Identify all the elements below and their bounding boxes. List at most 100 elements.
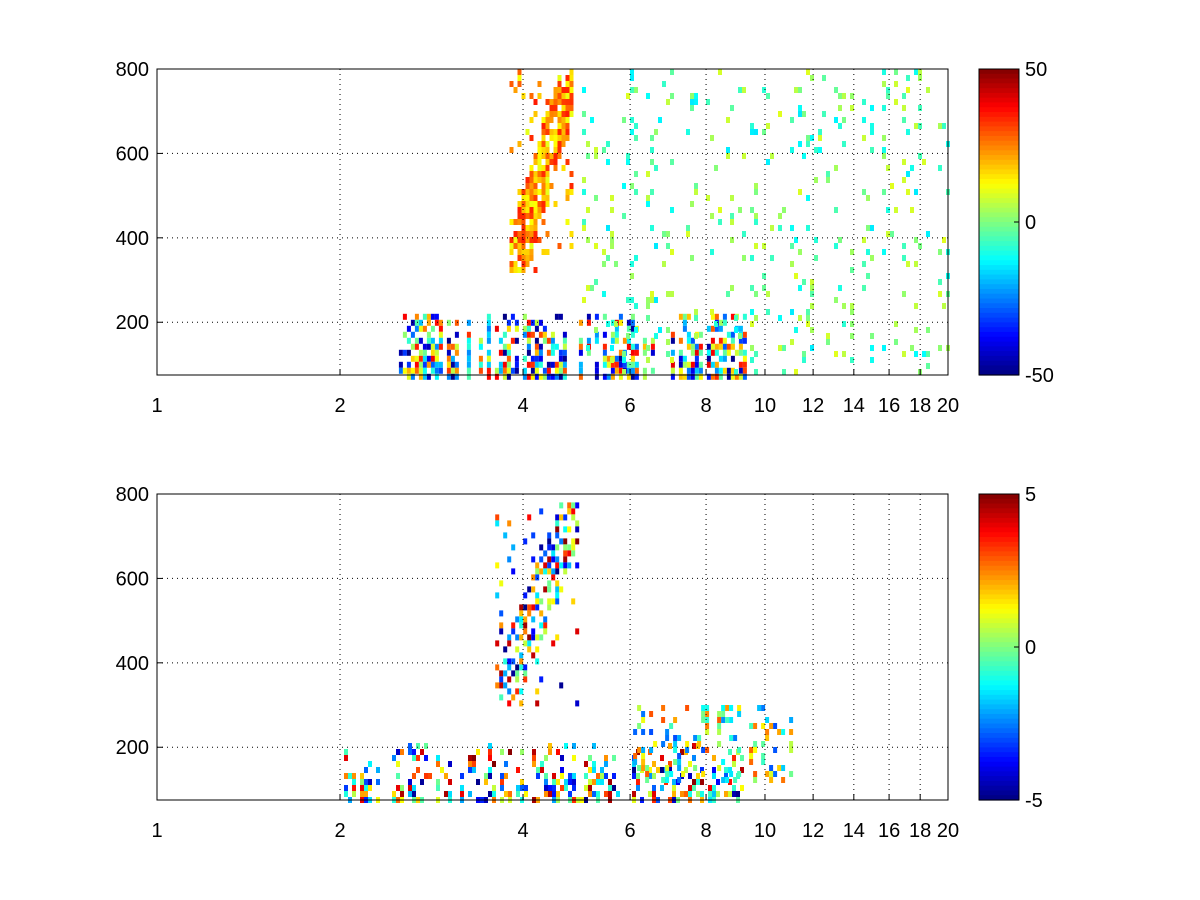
heatmap-cell	[761, 741, 766, 747]
heatmap-cell	[517, 237, 522, 243]
heatmap-cell	[529, 117, 534, 123]
heatmap-cell	[806, 141, 810, 147]
heatmap-cell	[545, 117, 550, 123]
heatmap-cell	[610, 367, 615, 374]
heatmap-cell	[578, 373, 583, 380]
heatmap-cell	[794, 237, 798, 243]
heatmap-cell	[753, 747, 758, 753]
heatmap-cell	[606, 159, 610, 165]
heatmap-cell	[466, 367, 471, 374]
heatmap-cell	[886, 207, 890, 213]
heatmap-cell	[400, 749, 404, 755]
heatmap-cell	[426, 319, 431, 326]
heatmap-cell	[694, 93, 698, 99]
heatmap-cell	[610, 357, 614, 363]
heatmap-cell	[697, 735, 702, 741]
axes-frame-top	[156, 68, 949, 376]
heatmap-cell	[412, 785, 416, 791]
heatmap-cell	[533, 99, 538, 105]
heatmap-cell	[661, 705, 666, 711]
heatmap-cell	[535, 574, 540, 581]
heatmap-cell	[594, 147, 598, 153]
heatmap-cell	[561, 165, 566, 171]
heatmap-cell	[654, 165, 658, 171]
heatmap-cell	[537, 81, 542, 87]
heatmap-cell	[706, 355, 711, 362]
heatmap-cell	[586, 141, 590, 147]
heatmap-cell	[596, 779, 600, 785]
heatmap-cell	[426, 361, 431, 368]
heatmap-cell	[541, 207, 546, 213]
heatmap-cell	[516, 785, 520, 791]
heatmap-cell	[560, 767, 564, 773]
heatmap-cell	[870, 333, 874, 339]
heatmap-cell	[882, 135, 886, 141]
heatmap-cell	[486, 331, 491, 338]
heatmap-cell	[406, 325, 411, 332]
heatmap-cell	[519, 604, 524, 611]
heatmap-cell	[698, 373, 703, 380]
heatmap-cell	[563, 544, 568, 551]
heatmap-cell	[834, 243, 838, 249]
heatmap-cell	[690, 255, 694, 261]
heatmap-cell	[523, 664, 528, 671]
heatmap-cell	[549, 111, 554, 117]
heatmap-cell	[526, 361, 531, 368]
heatmap-cell	[926, 351, 930, 357]
heatmap-cell	[550, 349, 555, 356]
heatmap-cell	[592, 767, 596, 773]
heatmap-cell	[698, 343, 703, 350]
heatmap-cell	[610, 345, 614, 351]
heatmap-cell	[567, 502, 572, 509]
heatmap-cell	[938, 249, 942, 255]
heatmap-cell	[790, 147, 794, 153]
heatmap-cell	[569, 189, 574, 195]
heatmap-cell	[488, 767, 492, 773]
heatmap-cell	[396, 785, 400, 791]
colorbar-segment	[979, 594, 1019, 600]
heatmap-cell	[552, 773, 556, 779]
heatmap-cell	[604, 761, 608, 767]
heatmap-cell	[529, 135, 534, 141]
heatmap-cell	[563, 514, 568, 521]
heatmap-cell	[557, 93, 562, 99]
heatmap-cell	[509, 249, 514, 255]
heatmap-cell	[567, 544, 572, 551]
colorbar-segment	[979, 713, 1019, 720]
heatmap-cell	[529, 183, 534, 189]
heatmap-cell	[545, 129, 550, 135]
heatmap-cell	[866, 249, 870, 255]
heatmap-cell	[541, 249, 546, 255]
heatmap-cell	[553, 135, 558, 141]
colorbar-segment	[979, 279, 1019, 285]
heatmap-cell	[360, 779, 364, 785]
heatmap-cell	[533, 195, 538, 201]
heatmap-cell	[344, 785, 348, 791]
x-tick-label: 12	[802, 820, 824, 842]
heatmap-cell	[882, 105, 886, 111]
heatmap-cell	[562, 373, 567, 380]
heatmap-cell	[726, 147, 730, 153]
heatmap-cell	[680, 749, 684, 755]
heatmap-cell	[446, 319, 451, 326]
heatmap-cell	[732, 785, 736, 791]
heatmap-cell	[553, 159, 558, 165]
heatmap-cell	[766, 159, 770, 165]
heatmap-cell	[541, 171, 546, 177]
heatmap-cell	[742, 355, 747, 362]
heatmap-cell	[926, 363, 930, 369]
heatmap-cell	[725, 705, 730, 711]
x-tick-label: 12	[802, 395, 824, 417]
heatmap-cell	[448, 791, 452, 797]
colorbar-segment	[979, 632, 1019, 639]
heatmap-cell	[513, 267, 518, 273]
heatmap-cell	[538, 343, 543, 350]
heatmap-cell	[517, 219, 522, 225]
heatmap-cell	[894, 99, 898, 105]
heatmap-cell	[352, 785, 356, 791]
heatmap-cell	[547, 562, 552, 569]
heatmap-cell	[586, 313, 591, 320]
heatmap-cell	[506, 325, 511, 332]
heatmap-cell	[778, 111, 782, 117]
heatmap-cell	[558, 373, 563, 380]
